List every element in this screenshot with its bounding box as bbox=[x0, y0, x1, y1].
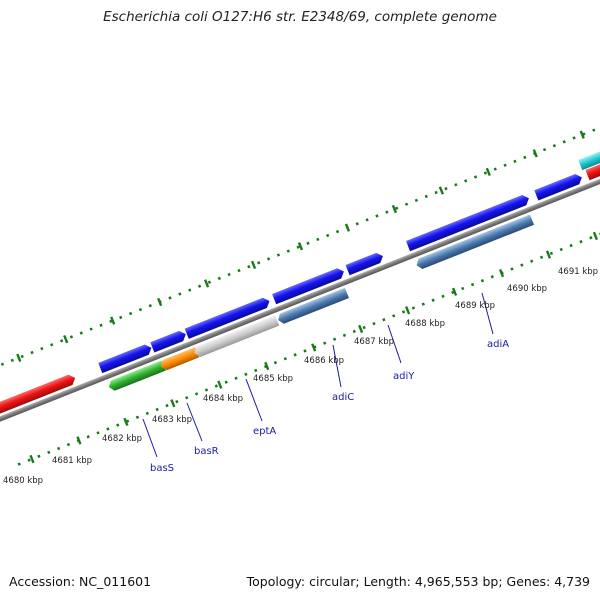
genome-summary-label: Topology: circular; Length: 4,965,553 bp… bbox=[246, 574, 590, 589]
cds-forward-5[interactable] bbox=[345, 251, 385, 276]
gene-adiA-feature[interactable] bbox=[415, 214, 535, 271]
cds-forward-6[interactable] bbox=[406, 193, 531, 252]
gene-label-basS[interactable]: basS bbox=[150, 463, 174, 474]
gene-eptA-feature[interactable] bbox=[192, 315, 280, 358]
red-feature-left[interactable] bbox=[0, 373, 77, 415]
gene-label-adiY[interactable]: adiY bbox=[393, 371, 415, 382]
scale-label-4688: 4688 kbp bbox=[405, 319, 445, 329]
gene-label-adiC[interactable]: adiC bbox=[332, 392, 354, 403]
scale-label-4682: 4682 kbp bbox=[102, 434, 142, 444]
scale-label-4684: 4684 kbp bbox=[203, 394, 243, 404]
gene-labels: basS basR eptA adiC adiY adiA bbox=[150, 339, 509, 474]
upper-tick-ring bbox=[0, 128, 596, 374]
red-feature-right[interactable] bbox=[585, 153, 600, 181]
upper-major-ticks bbox=[16, 130, 585, 362]
scale-label-4690: 4690 kbp bbox=[507, 284, 547, 294]
scale-label-4681: 4681 kbp bbox=[52, 456, 92, 466]
scale-label-4680: 4680 kbp bbox=[3, 476, 43, 486]
scale-label-4686: 4686 kbp bbox=[304, 356, 344, 366]
scale-label-4687: 4687 kbp bbox=[354, 337, 394, 347]
cds-forward-7[interactable] bbox=[534, 172, 584, 201]
cds-forward-3[interactable] bbox=[184, 296, 272, 339]
gene-label-adiA[interactable]: adiA bbox=[487, 339, 509, 350]
scale-label-4683: 4683 kbp bbox=[152, 415, 192, 425]
scale-label-4691: 4691 kbp bbox=[558, 267, 598, 277]
gene-basS-feature[interactable] bbox=[107, 360, 166, 392]
lower-tick-ring bbox=[17, 220, 600, 466]
genome-track bbox=[0, 128, 600, 466]
cyan-feature[interactable] bbox=[578, 142, 600, 171]
scale-labels: 4680 kbp 4681 kbp 4682 kbp 4683 kbp 4684… bbox=[3, 267, 598, 486]
map-title: Escherichia coli O127:H6 str. E2348/69, … bbox=[103, 9, 497, 25]
gene-leader-lines bbox=[142, 292, 494, 458]
accession-label: Accession: NC_011601 bbox=[9, 574, 152, 589]
cds-forward-1[interactable] bbox=[98, 343, 153, 374]
scale-label-4685: 4685 kbp bbox=[253, 374, 293, 384]
cds-forward-4[interactable] bbox=[272, 266, 346, 305]
cds-forward-2[interactable] bbox=[150, 329, 188, 353]
gene-label-eptA[interactable]: eptA bbox=[253, 426, 276, 437]
gene-adiC-feature[interactable] bbox=[276, 287, 349, 325]
gene-label-basR[interactable]: basR bbox=[194, 446, 219, 457]
scale-label-4689: 4689 kbp bbox=[455, 301, 495, 311]
major-ticks bbox=[29, 231, 599, 464]
gene-basR-feature[interactable] bbox=[159, 347, 200, 372]
genome-backbone bbox=[0, 162, 600, 426]
